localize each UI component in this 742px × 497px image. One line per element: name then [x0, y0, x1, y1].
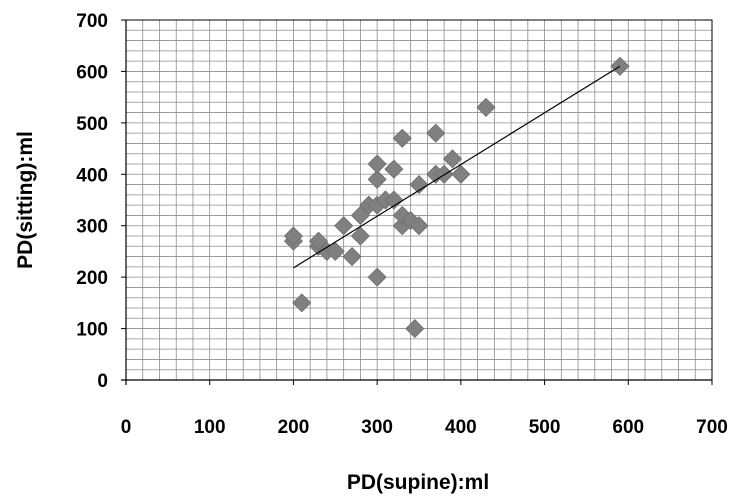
x-tick-label: 700	[696, 417, 728, 438]
data-point-diamond	[476, 97, 496, 117]
data-point-diamond	[334, 216, 354, 236]
data-point-diamond	[350, 205, 370, 225]
x-tick-label: 0	[121, 417, 132, 438]
x-tick-label: 300	[361, 417, 393, 438]
y-axis-tick-labels: 0 100 200 300 400 500 600 700	[76, 11, 126, 392]
data-point-diamond	[409, 216, 429, 236]
y-tick-label: 200	[76, 268, 108, 289]
data-point-diamond	[409, 175, 429, 195]
x-axis-tick-labels: 0 100 200 300 400 500 600 700	[121, 380, 728, 438]
data-point-diamond	[426, 123, 446, 143]
y-tick-label: 500	[76, 114, 108, 135]
data-point-diamond	[283, 226, 303, 246]
y-tick-label: 300	[76, 217, 108, 238]
y-tick-label: 700	[76, 11, 108, 32]
x-tick-label: 600	[612, 417, 644, 438]
y-tick-label: 600	[76, 62, 108, 83]
data-point-diamond	[384, 159, 404, 179]
x-tick-label: 100	[194, 417, 226, 438]
data-points	[283, 56, 630, 339]
x-tick-label: 200	[278, 417, 310, 438]
y-axis-title: PD(sitting):ml	[14, 131, 37, 269]
x-tick-label: 500	[529, 417, 561, 438]
y-tick-label: 100	[76, 320, 108, 341]
y-tick-label: 0	[97, 371, 108, 392]
data-point-diamond	[392, 128, 412, 148]
grid-lines	[125, 19, 713, 381]
data-point-diamond	[308, 231, 329, 251]
y-tick-label: 400	[76, 165, 108, 186]
data-point-diamond	[367, 154, 387, 174]
data-point-diamond	[442, 149, 463, 169]
x-tick-label: 400	[445, 417, 477, 438]
data-point-diamond	[342, 247, 362, 267]
data-point-diamond	[367, 169, 387, 189]
x-axis-title: PD(supine):ml	[347, 471, 489, 494]
data-point-diamond	[292, 293, 312, 313]
data-point-diamond	[350, 226, 370, 246]
data-point-diamond	[384, 190, 404, 210]
data-point-diamond	[405, 319, 425, 339]
axes	[121, 20, 712, 385]
data-point-diamond	[451, 164, 471, 184]
trendline	[293, 65, 621, 269]
data-point-diamond	[325, 241, 345, 261]
data-point-diamond	[367, 267, 387, 287]
